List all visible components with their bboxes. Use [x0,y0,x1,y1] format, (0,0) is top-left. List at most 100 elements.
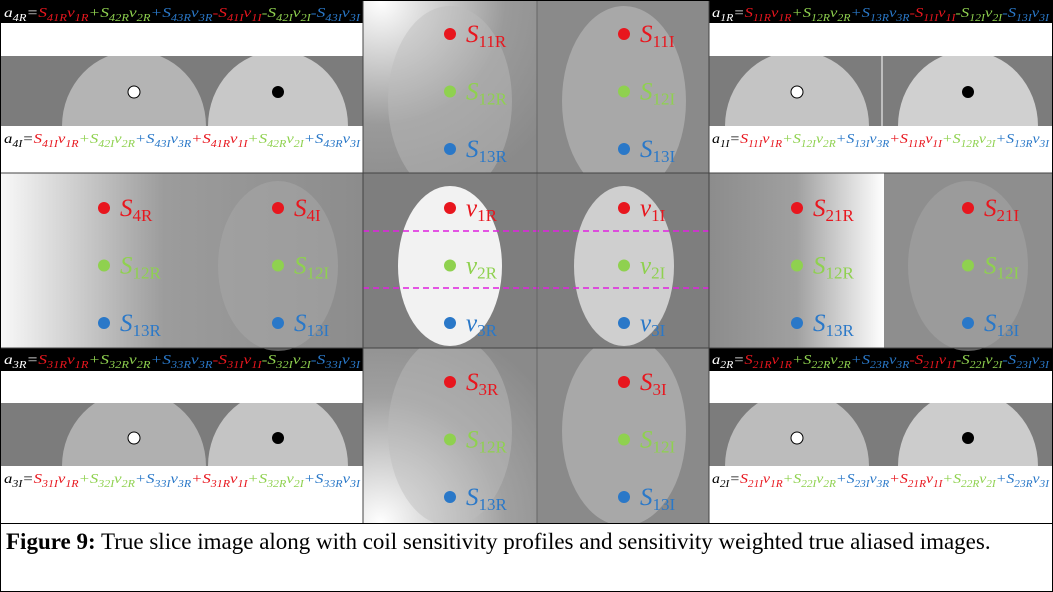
term-s: S [915,353,923,368]
term-s-sub: 42R [267,139,286,150]
sensitivity-dot [444,434,456,446]
term-s: S [315,132,323,147]
label-base: S [466,369,479,396]
term-s: S [846,132,854,147]
label-sub: 13I [653,495,676,514]
equation-lhs-sub: 3R [11,360,26,371]
term-s: S [34,472,42,487]
term-s-sub: 42I [276,13,293,24]
term-s-sub: 22R [961,479,979,490]
equation-op: + [135,472,146,487]
term-v-sub: 2R [137,13,151,24]
term-v-sub: 3R [197,13,212,24]
term-s: S [202,132,210,147]
term-s-sub: 41R [211,139,230,150]
label-sub: 12R [479,90,508,109]
equation-op: + [79,132,90,147]
term-s: S [1006,132,1014,147]
term-s: S [1006,472,1014,487]
sensitivity-dot [272,260,284,272]
term-s-sub: 11R [908,139,925,150]
term-v-sub: 2R [122,479,135,490]
sensitivity-dot [98,317,110,329]
term-s-sub: 21I [748,479,764,490]
equation-lhs-sub: 4R [13,13,27,24]
term-v-sub: 3R [895,13,909,24]
label-base: S [294,253,307,280]
label-base: S [466,427,479,454]
equation-sign: = [22,132,33,147]
equation-op: + [304,472,315,487]
label-sub: 21I [997,206,1020,225]
sensitivity-dot [618,434,630,446]
term-s-sub: 33I [153,479,171,490]
equation-sign: = [729,132,740,147]
term-s: S [953,132,961,147]
term-s-sub: 31R [210,479,230,490]
label-sub: 3R [479,380,500,399]
term-v-sub: 3R [177,139,191,150]
term-v-sub: 3R [875,479,889,490]
label-base: S [640,79,653,106]
label-base: S [813,310,826,337]
term-s: S [259,472,267,487]
equation-sign: = [733,353,744,368]
term-s-sub: 13I [1016,13,1033,24]
label-sub: 11R [479,32,507,51]
term-s: S [90,132,98,147]
term-s: S [793,472,801,487]
term-v-sub: 3I [1038,139,1049,150]
term-s-sub: 42I [98,139,115,150]
sensitivity-dot [444,376,456,388]
term-v-sub: 2R [823,139,836,150]
sensitivity-dot [791,202,803,214]
label-sub: 12R [826,264,855,283]
term-s: S [862,6,870,21]
term-s-sub: 31I [41,479,59,490]
term-s: S [202,472,210,487]
equation-op: + [782,132,793,147]
label-base: S [813,253,826,280]
equation-op: + [792,353,803,368]
equation-op: + [942,472,953,487]
equation-op: + [150,353,162,368]
term-s: S [793,132,801,147]
label-sub: 3I [651,321,666,340]
term-s-sub: 23R [1014,479,1032,490]
term-s-sub: 12R [811,13,830,24]
term-s: S [317,353,326,368]
equation-op: + [851,353,862,368]
label-sub: 2I [651,264,666,283]
term-s-sub: 33R [170,360,191,371]
term-s: S [34,132,42,147]
term-s: S [317,6,326,21]
sensitivity-dot [444,202,456,214]
term-s: S [803,6,811,21]
sensitivity-dot [618,376,630,388]
term-s-sub: 13I [854,139,870,150]
term-s-sub: 22I [970,360,986,371]
equation-op: + [851,6,862,21]
equation-op: + [836,132,847,147]
term-s: S [100,6,109,21]
label-sub: 4I [307,206,322,225]
label-base: S [984,253,997,280]
equation-op: + [247,472,258,487]
sensitivity-dot [444,86,456,98]
equation-lhs-sub: 1R [720,13,733,24]
equation-sign: = [22,472,33,487]
equation-sign: = [27,6,39,21]
label-sub: 1I [651,206,666,225]
sensitivity-dot [272,202,284,214]
equation: a2I=S21Iv1R+S22Iv2R+S23Iv3R+S21Rv1I+S22R… [712,472,1050,490]
label-sub: 3I [653,380,668,399]
term-s-sub: 21R [753,360,772,371]
label-base: S [294,310,307,337]
term-s: S [961,353,969,368]
equation-op: + [942,132,953,147]
pixel-marker [272,86,284,98]
pixel-marker [128,86,140,98]
label-sub: 12I [653,438,676,457]
term-v-sub: 2R [122,139,135,150]
caption-label: Figure 9: [6,529,96,554]
